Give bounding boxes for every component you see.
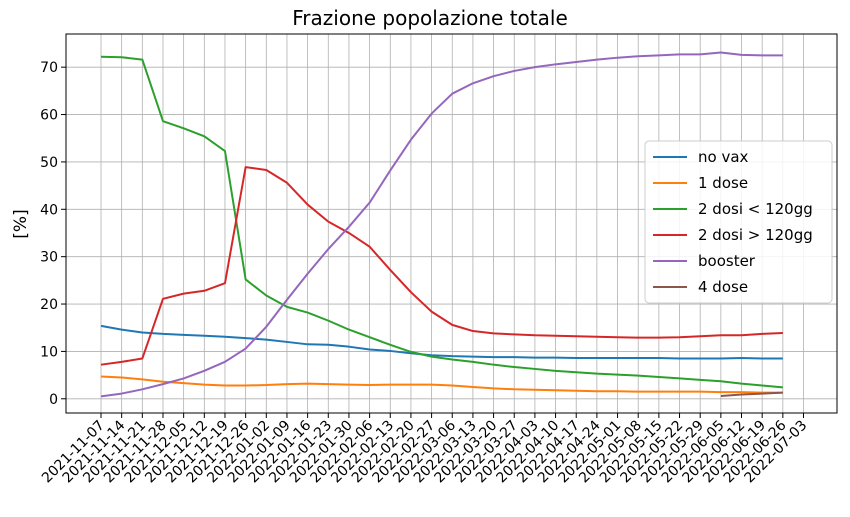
legend-label: 2 dosi > 120gg — [698, 226, 813, 244]
series-line — [100, 324, 783, 360]
y-tick-label: 20 — [40, 297, 58, 313]
series-lines — [100, 51, 783, 398]
y-tick-label: 60 — [40, 108, 58, 124]
series-line — [720, 391, 783, 397]
x-axis: 2021-11-072021-11-142021-11-212021-11-28… — [39, 413, 810, 486]
y-tick-label: 40 — [40, 202, 58, 218]
y-tick-label: 10 — [40, 344, 58, 360]
y-tick-label: 70 — [40, 60, 58, 76]
legend: no vax 1 dose 2 dosi < 120gg 2 dosi > 120gg… — [644, 140, 833, 304]
y-tick-label: 50 — [40, 155, 58, 171]
series-line — [100, 51, 783, 398]
legend-label: 4 dose — [698, 278, 748, 296]
series-line — [100, 375, 783, 394]
legend-label: no vax — [698, 148, 749, 166]
y-axis: 0 10 20 30 40 50 60 70 — [40, 60, 66, 408]
y-tick-label: 30 — [40, 250, 58, 266]
plot-area-border — [65, 33, 838, 414]
y-axis-label: [%] — [11, 209, 31, 238]
chart-title: Frazione popolazione totale — [292, 6, 568, 30]
legend-label: 2 dosi < 120gg — [698, 200, 813, 218]
y-tick-label: 0 — [49, 392, 58, 408]
legend-label: booster — [698, 252, 756, 270]
series-line — [100, 55, 783, 389]
legend-box — [644, 140, 833, 304]
series-line — [100, 166, 783, 366]
legend-label: 1 dose — [698, 174, 748, 192]
grid-lines — [66, 34, 837, 413]
